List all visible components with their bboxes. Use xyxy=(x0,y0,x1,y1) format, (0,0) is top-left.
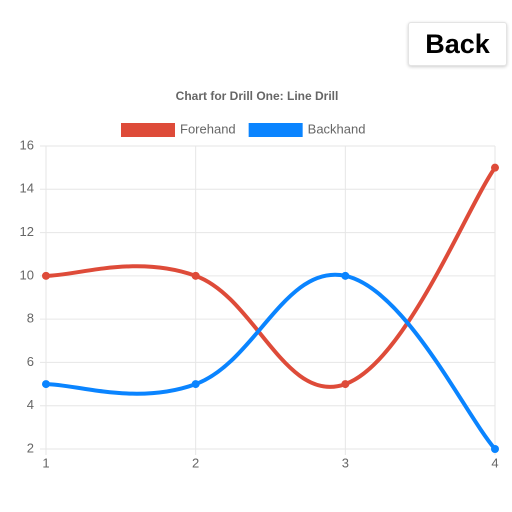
legend-swatch xyxy=(248,123,303,137)
legend-label: Backhand xyxy=(308,121,366,136)
legend-swatch xyxy=(121,123,175,137)
y-tick-label: 8 xyxy=(27,311,34,326)
y-tick-label: 6 xyxy=(27,354,34,369)
point xyxy=(341,380,350,389)
point xyxy=(191,380,200,389)
chart-title: Chart for Drill One: Line Drill xyxy=(176,89,339,103)
point xyxy=(341,271,350,280)
x-tick-label: 4 xyxy=(491,455,498,470)
point xyxy=(42,380,50,389)
y-tick-label: 12 xyxy=(20,224,34,239)
point xyxy=(491,445,499,453)
y-tick-label: 10 xyxy=(20,267,34,282)
x-tick-label: 3 xyxy=(342,455,349,470)
back-button[interactable]: Back xyxy=(408,22,507,66)
series-line xyxy=(45,272,497,451)
point xyxy=(42,271,50,280)
point xyxy=(191,271,200,280)
legend-label: Forehand xyxy=(180,121,236,136)
series-line xyxy=(45,166,497,389)
y-tick-label: 2 xyxy=(27,440,34,455)
x-tick-label: 2 xyxy=(192,455,199,470)
y-tick-label: 16 xyxy=(20,137,34,152)
y-tick-label: 14 xyxy=(20,181,34,196)
x-tick-label: 1 xyxy=(42,455,49,470)
point xyxy=(491,163,499,172)
y-tick-label: 4 xyxy=(27,397,34,412)
